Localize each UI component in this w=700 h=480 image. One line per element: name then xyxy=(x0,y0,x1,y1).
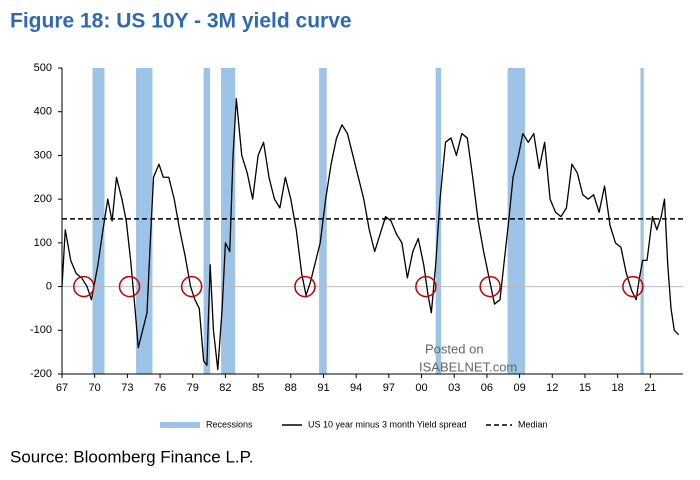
x-tick-label: 70 xyxy=(89,382,101,394)
recession-band xyxy=(203,68,211,374)
watermark: Posted on xyxy=(425,341,484,356)
inversion-circle xyxy=(294,275,316,298)
inversion-circle xyxy=(73,275,95,298)
chart-title: Figure 18: US 10Y - 3M yield curve xyxy=(10,10,352,33)
y-tick-label: 200 xyxy=(34,193,52,205)
x-tick-label: 88 xyxy=(285,382,297,394)
y-tick-label: 300 xyxy=(34,149,52,161)
source: Source: Bloomberg Finance L.P. xyxy=(10,447,254,466)
x-tick-label: 76 xyxy=(154,382,166,394)
inversion-circle xyxy=(622,275,644,298)
y-tick-label: -100 xyxy=(30,324,52,336)
x-tick-label: 21 xyxy=(644,382,656,394)
x-tick-label: 09 xyxy=(513,382,525,394)
legend-label: Median xyxy=(518,419,548,429)
x-tick-label: 12 xyxy=(546,382,558,394)
inversion-circle xyxy=(479,275,501,298)
x-tick-label: 03 xyxy=(448,382,460,394)
spread-line xyxy=(61,97,680,371)
x-tick-label: 79 xyxy=(187,382,199,394)
y-tick-label: -200 xyxy=(30,368,52,380)
watermark: ISABELNET.com xyxy=(419,359,517,374)
x-tick-label: 73 xyxy=(121,382,133,394)
inversion-circle xyxy=(180,275,203,298)
recession-band xyxy=(640,68,644,374)
x-tick-label: 94 xyxy=(350,382,362,394)
x-tick-label: 06 xyxy=(481,382,493,394)
x-tick-label: 67 xyxy=(56,382,68,394)
x-tick-label: 97 xyxy=(383,382,395,394)
recession-band xyxy=(221,68,236,374)
x-tick-label: 91 xyxy=(317,382,329,394)
inversion-circle xyxy=(415,275,437,298)
recession-band xyxy=(136,68,153,374)
y-tick-label: 400 xyxy=(34,106,52,118)
legend-label: Recessions xyxy=(206,419,253,429)
recession-band xyxy=(92,68,105,374)
y-tick-label: 0 xyxy=(46,280,52,292)
legend-label: US 10 year minus 3 month Yield spread xyxy=(308,419,467,429)
inversion-circle xyxy=(118,275,141,298)
legend-swatch xyxy=(160,422,200,428)
recession-band xyxy=(507,68,526,374)
x-tick-label: 18 xyxy=(612,382,624,394)
x-tick-label: 85 xyxy=(252,382,264,394)
y-tick-label: 500 xyxy=(34,62,52,74)
y-tick-label: 100 xyxy=(34,237,52,249)
x-tick-label: 15 xyxy=(579,382,591,394)
x-tick-label: 82 xyxy=(219,382,231,394)
x-tick-label: 00 xyxy=(415,382,427,394)
